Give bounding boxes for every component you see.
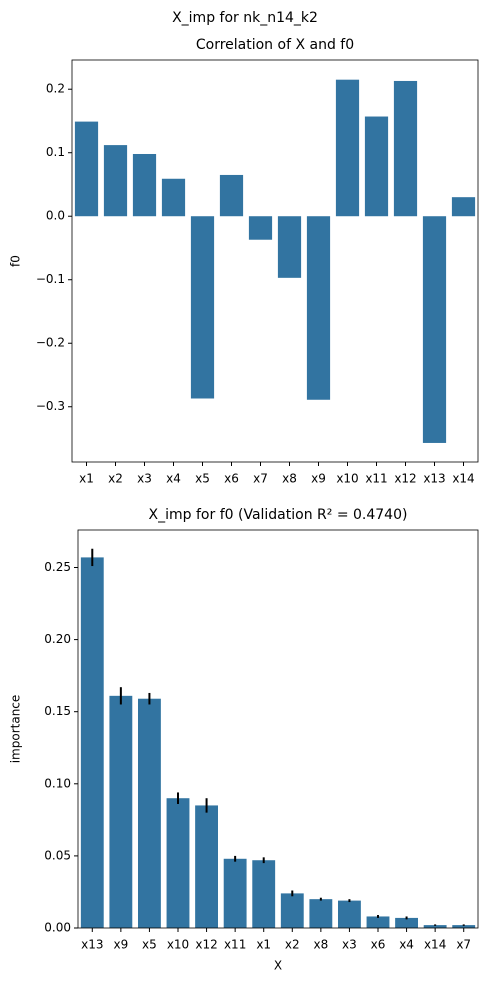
bar <box>423 925 447 928</box>
axes-frame <box>77 529 479 929</box>
bar <box>138 698 161 928</box>
bar <box>190 216 215 399</box>
chart-title: Correlation of X and f0 <box>196 37 354 53</box>
y-tick-label: −0.1 <box>36 272 65 286</box>
bar <box>366 916 390 928</box>
bar <box>252 860 276 928</box>
chart-title: X_imp for f0 (Validation R² = 0.4740) <box>149 507 408 523</box>
bar <box>395 917 418 928</box>
bar <box>80 557 104 928</box>
x-tick-label: x14 <box>424 938 446 952</box>
x-tick-label: x6 <box>224 472 239 486</box>
x-tick-label: x13 <box>423 472 445 486</box>
y-axis-label: importance <box>9 695 23 764</box>
y-tick-label: −0.3 <box>36 399 65 413</box>
bar <box>335 79 360 217</box>
y-tick-label: −0.2 <box>36 336 65 350</box>
bar <box>452 925 476 928</box>
x-axis-label: X <box>274 959 282 973</box>
x-tick-label: x12 <box>394 472 416 486</box>
y-tick-label: 0.0 <box>46 209 65 223</box>
x-tick-label: x6 <box>371 938 386 952</box>
bar <box>422 216 447 443</box>
bar <box>74 121 99 217</box>
bar <box>364 116 389 217</box>
x-tick-label: x5 <box>195 472 210 486</box>
bar <box>277 216 302 278</box>
y-tick-label: 0.05 <box>44 848 71 862</box>
bar <box>306 216 331 400</box>
bar <box>132 153 157 217</box>
x-tick-label: x3 <box>342 938 357 952</box>
bar <box>219 174 244 217</box>
bar <box>451 197 476 217</box>
y-tick-label: 0.10 <box>44 776 71 790</box>
x-tick-label: x11 <box>365 472 387 486</box>
bar <box>223 858 247 928</box>
x-tick-label: x11 <box>224 938 246 952</box>
x-tick-label: x4 <box>399 938 414 952</box>
x-tick-label: x14 <box>452 472 474 486</box>
x-tick-label: x2 <box>285 938 300 952</box>
x-tick-label: x3 <box>137 472 152 486</box>
x-tick-label: x4 <box>166 472 181 486</box>
x-tick-label: x10 <box>167 938 189 952</box>
x-tick-label: x9 <box>113 938 128 952</box>
x-tick-label: x2 <box>108 472 123 486</box>
bar <box>393 80 418 217</box>
y-axis-label: f0 <box>9 255 23 267</box>
x-tick-label: x8 <box>282 472 297 486</box>
bar <box>338 900 361 928</box>
y-tick-label: 0.00 <box>44 921 71 935</box>
y-tick-label: 0.25 <box>44 560 71 574</box>
bar <box>161 178 186 217</box>
suptitle: X_imp for nk_n14_k2 <box>172 10 318 26</box>
bar <box>280 893 304 928</box>
x-tick-label: x1 <box>256 938 271 952</box>
y-tick-label: 0.1 <box>46 145 65 159</box>
x-tick-label: x8 <box>313 938 328 952</box>
x-tick-label: x1 <box>79 472 94 486</box>
bar <box>248 216 273 240</box>
y-tick-label: 0.2 <box>46 82 65 96</box>
bar <box>309 899 333 928</box>
x-tick-label: x7 <box>253 472 268 486</box>
axes-frame <box>71 59 479 463</box>
x-tick-label: x5 <box>142 938 157 952</box>
x-tick-label: x10 <box>336 472 358 486</box>
x-tick-label: x12 <box>195 938 217 952</box>
y-tick-label: 0.20 <box>44 632 71 646</box>
x-tick-label: x7 <box>456 938 471 952</box>
x-tick-label: x9 <box>311 472 326 486</box>
bar <box>109 695 133 928</box>
bar <box>103 145 128 217</box>
bar <box>195 805 218 928</box>
x-tick-label: x13 <box>81 938 103 952</box>
y-tick-label: 0.15 <box>44 704 71 718</box>
bar <box>166 798 190 928</box>
